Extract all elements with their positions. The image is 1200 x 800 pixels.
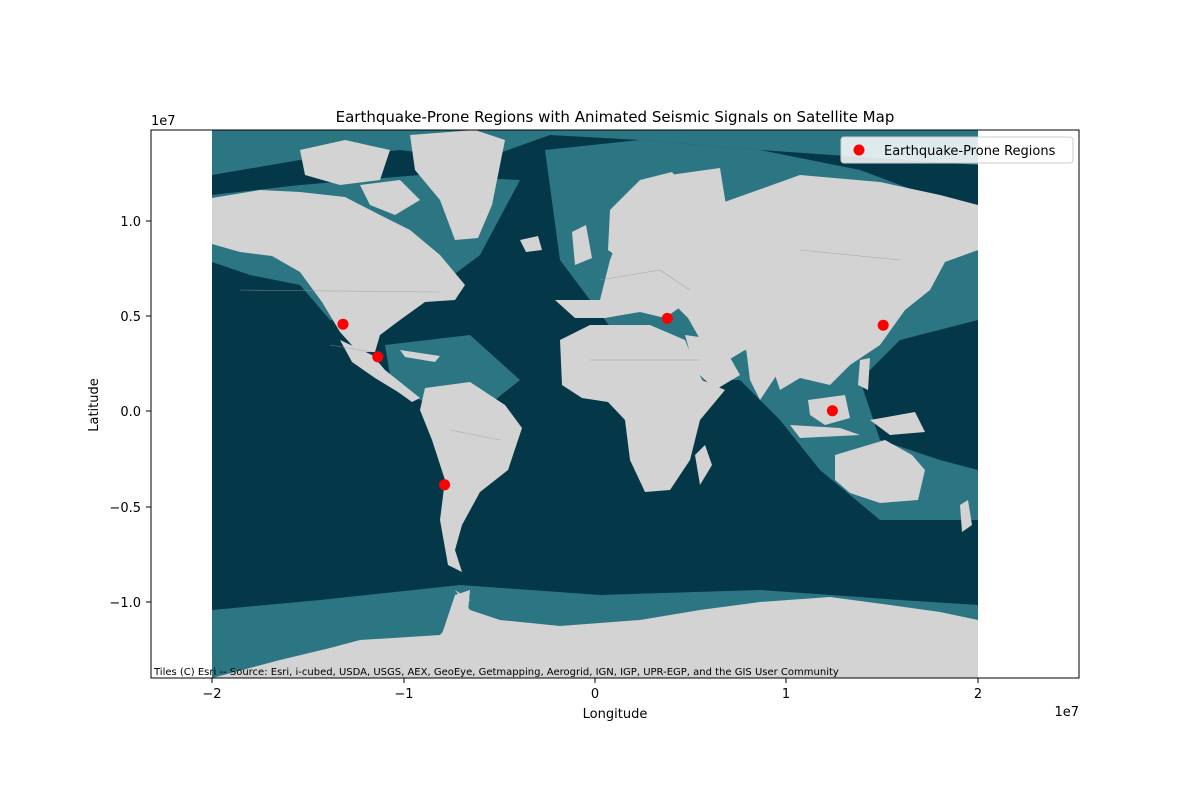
earthquake-marker <box>877 319 889 331</box>
x-tick-label: −1 <box>394 687 413 702</box>
axes-frame <box>150 129 1080 679</box>
y-offset-label: 1e7 <box>151 114 176 129</box>
legend-marker-icon <box>853 144 865 156</box>
country-borders <box>239 249 901 441</box>
land-areas <box>212 130 978 678</box>
x-tick-label: 2 <box>974 687 982 702</box>
x-offset-label: 1e7 <box>1054 705 1079 720</box>
satellite-basemap <box>212 130 978 678</box>
x-tick-label: 1 <box>782 687 790 702</box>
earthquake-markers <box>337 312 889 491</box>
earthquake-marker <box>826 405 838 417</box>
earthquake-marker <box>372 351 384 363</box>
x-tick-label: 0 <box>591 687 599 702</box>
earthquake-marker <box>661 312 673 324</box>
y-axis: 1.0 0.5 0.0 −0.5 −1.0 Latitude 1e7 <box>87 114 176 611</box>
y-tick-label: −1.0 <box>109 596 141 611</box>
x-axis: −2 −1 0 1 2 Longitude 1e7 <box>202 678 1079 722</box>
x-tick-label: −2 <box>202 687 221 702</box>
y-tick-label: 0.0 <box>120 405 141 420</box>
legend: Earthquake-Prone Regions <box>840 136 1074 164</box>
earthquake-marker <box>439 479 451 491</box>
legend-label: Earthquake-Prone Regions <box>884 144 1056 159</box>
y-tick-label: −0.5 <box>109 501 141 516</box>
legend-box <box>840 136 1074 164</box>
y-axis-label: Latitude <box>87 378 102 432</box>
y-tick-label: 1.0 <box>120 215 141 230</box>
y-tick-label: 0.5 <box>120 310 141 325</box>
earthquake-marker <box>337 318 349 330</box>
map-title: Earthquake-Prone Regions with Animated S… <box>336 108 895 126</box>
x-axis-label: Longitude <box>583 707 648 722</box>
tile-attribution: Tiles (C) Esri -- Source: Esri, i-cubed,… <box>153 667 839 678</box>
